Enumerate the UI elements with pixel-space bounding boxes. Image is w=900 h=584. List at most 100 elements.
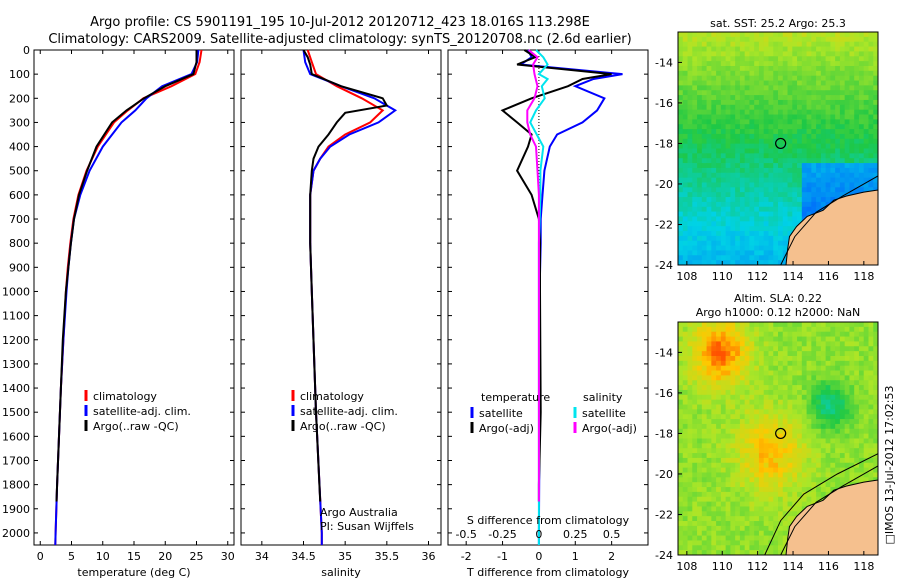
map-cell bbox=[735, 148, 741, 154]
map-cell bbox=[863, 428, 869, 435]
map-cell bbox=[716, 221, 722, 227]
map-cell bbox=[830, 133, 836, 140]
map-cell bbox=[806, 487, 812, 493]
map-cell bbox=[806, 380, 812, 386]
map-cell bbox=[725, 540, 731, 546]
map-cell bbox=[806, 61, 812, 67]
map-cell bbox=[754, 326, 760, 333]
map-cell bbox=[716, 487, 722, 493]
map-cell bbox=[839, 380, 846, 386]
map-cell bbox=[701, 462, 707, 469]
map-cell bbox=[811, 36, 817, 43]
map-cell bbox=[716, 95, 722, 101]
map-cell bbox=[792, 206, 798, 212]
map-cell bbox=[744, 197, 750, 203]
map-cell bbox=[716, 355, 722, 362]
map-cell bbox=[787, 389, 793, 396]
map-cell bbox=[801, 380, 807, 386]
map-cell bbox=[697, 41, 703, 47]
map-cell bbox=[863, 85, 869, 91]
map-cell bbox=[768, 355, 774, 362]
map-cell bbox=[758, 245, 765, 251]
map-cell bbox=[758, 399, 765, 405]
map-cell bbox=[701, 423, 707, 430]
map-cell bbox=[773, 61, 779, 67]
map-cell bbox=[773, 46, 779, 52]
map-cell bbox=[697, 192, 703, 198]
map-cell bbox=[820, 433, 827, 439]
map-cell bbox=[749, 540, 755, 546]
map-cell bbox=[678, 414, 684, 420]
map-cell bbox=[825, 46, 831, 52]
map-cell bbox=[782, 346, 788, 352]
map-cell bbox=[797, 172, 803, 179]
map-cell bbox=[735, 511, 741, 517]
map-cell bbox=[711, 341, 717, 347]
map-cell bbox=[782, 104, 788, 111]
map-cell bbox=[744, 216, 750, 222]
map-cell bbox=[749, 51, 755, 57]
map-cell bbox=[730, 453, 736, 459]
map-cell bbox=[830, 399, 836, 405]
map-cell bbox=[801, 482, 807, 488]
map-cell bbox=[797, 138, 803, 145]
map-cell bbox=[858, 336, 865, 342]
map-cell bbox=[811, 394, 817, 401]
map-cell bbox=[863, 351, 869, 357]
map-cell bbox=[749, 331, 755, 337]
map-cell bbox=[773, 385, 779, 391]
map-cell bbox=[706, 255, 712, 261]
map-cell bbox=[816, 32, 822, 38]
map-cell bbox=[697, 457, 703, 464]
map-cell bbox=[739, 187, 746, 193]
map-cell bbox=[754, 240, 760, 246]
map-cell bbox=[706, 336, 712, 342]
map-cell bbox=[749, 226, 755, 232]
map-cell bbox=[858, 138, 865, 145]
map-cell bbox=[754, 496, 760, 502]
map-cell bbox=[801, 153, 807, 159]
x-tick-label: 0 bbox=[535, 550, 542, 563]
map-cell bbox=[787, 385, 793, 391]
map-cell bbox=[697, 124, 703, 130]
map-cell bbox=[754, 70, 760, 77]
map-cell bbox=[797, 462, 803, 469]
map-cell bbox=[716, 41, 722, 47]
map-cell bbox=[835, 370, 841, 376]
map-cell bbox=[735, 65, 741, 72]
map-cell bbox=[711, 385, 717, 391]
map-cell bbox=[854, 56, 860, 62]
map-cell bbox=[778, 423, 784, 430]
map-cell bbox=[758, 143, 765, 149]
map-cell bbox=[820, 99, 827, 106]
map-cell bbox=[768, 216, 774, 222]
map-cell bbox=[863, 346, 869, 352]
map-cell bbox=[782, 535, 788, 541]
map-cell bbox=[682, 85, 688, 91]
map-cell bbox=[744, 95, 750, 101]
map-cell bbox=[863, 419, 869, 425]
map-cell bbox=[706, 414, 712, 420]
map-cell bbox=[792, 389, 798, 396]
map-cell bbox=[744, 472, 750, 478]
map-cell bbox=[758, 341, 765, 347]
map-cell bbox=[711, 206, 717, 212]
map-cell bbox=[839, 355, 846, 362]
map-cell bbox=[863, 404, 869, 410]
map-frame bbox=[677, 321, 879, 556]
map-cell bbox=[720, 99, 727, 106]
map-cell bbox=[739, 341, 746, 347]
map-cell bbox=[806, 331, 812, 337]
map-cell bbox=[697, 511, 703, 517]
map-cell bbox=[744, 46, 750, 52]
map-cell bbox=[739, 394, 746, 401]
map-cell bbox=[720, 341, 727, 347]
map-cell bbox=[816, 192, 822, 198]
map-cell bbox=[697, 104, 703, 111]
map-cell bbox=[858, 109, 865, 115]
map-cell bbox=[825, 192, 831, 198]
map-cell bbox=[711, 540, 717, 546]
map-cell bbox=[806, 90, 812, 96]
map-cell bbox=[725, 163, 731, 169]
map-cell bbox=[749, 389, 755, 396]
